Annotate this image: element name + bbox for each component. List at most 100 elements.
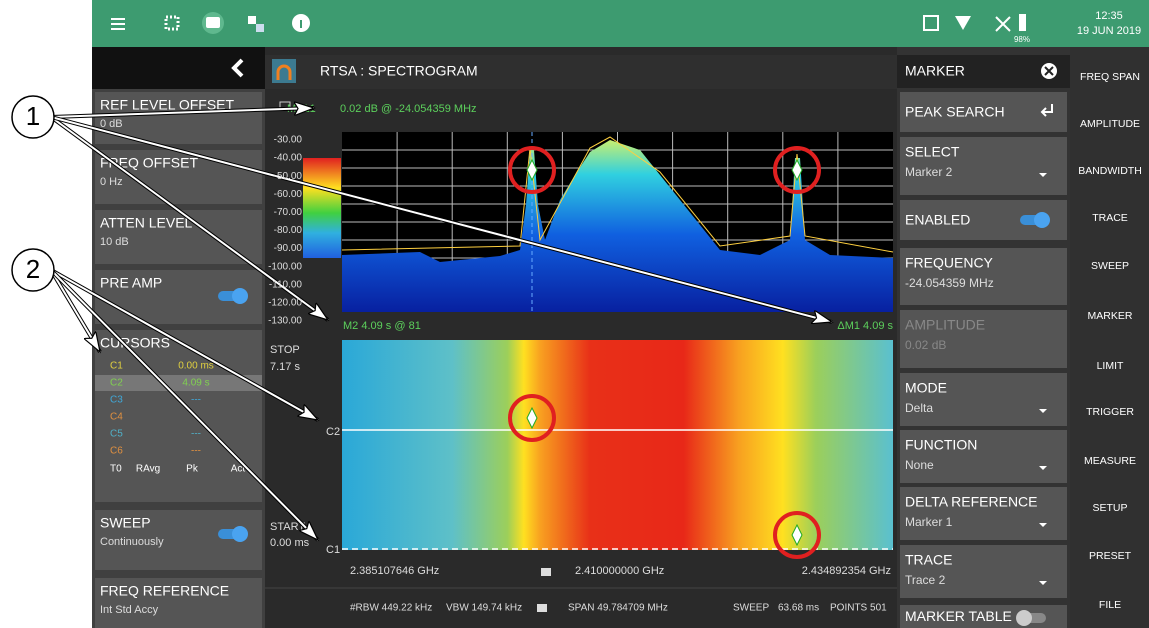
cursors-panel xyxy=(95,330,262,502)
cursor-name: C6 xyxy=(110,446,123,457)
marker-button-label: MARKER TABLE xyxy=(905,608,1012,624)
toggle-knob xyxy=(1016,610,1032,626)
vbw: VBW 149.74 kHz xyxy=(446,603,522,614)
stop-label: STOP xyxy=(270,344,300,356)
callout-arrow xyxy=(50,269,100,352)
span: SPAN 49.784709 MHz xyxy=(568,603,668,614)
marker-button[interactable] xyxy=(900,430,1067,483)
menu-item[interactable]: FILE xyxy=(1099,599,1121,611)
marker-diamond xyxy=(526,158,538,182)
marker-button-label: ENABLED xyxy=(905,212,970,228)
callout-arrow xyxy=(50,116,328,320)
stop-frequency: 2.434892354 GHz xyxy=(802,565,891,577)
panel-button[interactable] xyxy=(95,210,262,264)
start-frequency: 2.385107646 GHz xyxy=(350,565,439,577)
start-value: 0.00 ms xyxy=(270,537,310,549)
panel-button[interactable] xyxy=(95,510,262,570)
cursor-label: C1 xyxy=(326,544,340,556)
marker-highlight xyxy=(773,511,821,559)
button-value: Continuously xyxy=(100,536,164,548)
menu-item[interactable]: AMPLITUDE xyxy=(1080,118,1140,130)
button-label: SWEEP xyxy=(100,515,151,531)
marker-button[interactable] xyxy=(900,310,1067,368)
callout-number: 1 xyxy=(26,101,40,131)
cursor-name: C1 xyxy=(110,361,123,372)
marker-highlight xyxy=(508,394,556,442)
menu-item[interactable]: MARKER xyxy=(1088,310,1133,322)
spectrum-trace xyxy=(342,140,893,312)
button-label: PRE AMP xyxy=(100,275,162,291)
cursor-value: 4.09 s xyxy=(182,378,209,389)
button-label: ATTEN LEVEL xyxy=(100,215,193,231)
cursor-column: T0 xyxy=(110,464,122,475)
y-axis-label: -40.00 xyxy=(274,153,303,164)
cursor-value: --- xyxy=(191,395,201,406)
dropdown-arrow xyxy=(1039,173,1047,177)
cursor-name: C4 xyxy=(110,412,123,423)
y-axis-label: -100.00 xyxy=(268,261,302,272)
button-label: REF LEVEL OFFSET xyxy=(100,97,235,113)
marker-button[interactable] xyxy=(900,137,1067,195)
marker-button[interactable] xyxy=(900,545,1067,598)
cursor-label: C2 xyxy=(326,426,340,438)
marker-button-value: Marker 2 xyxy=(905,165,953,179)
marker-button-label: MODE xyxy=(905,380,947,396)
button-label: FREQ REFERENCE xyxy=(100,583,229,599)
marker-button-label: PEAK SEARCH xyxy=(905,104,1005,120)
marker-readout-value: 0.02 dB @ -24.054359 MHz xyxy=(340,103,477,115)
menu-item[interactable]: BANDWIDTH xyxy=(1078,165,1142,177)
menu-item[interactable]: PRESET xyxy=(1089,550,1132,562)
cursor-value: --- xyxy=(191,446,201,457)
side-menu xyxy=(1070,47,1149,628)
toggle-knob xyxy=(232,288,248,304)
color-scale xyxy=(303,158,341,258)
menu-item[interactable]: SWEEP xyxy=(1091,260,1129,272)
battery-level: 98% xyxy=(1014,35,1030,44)
marker-button-value: Delta xyxy=(905,401,933,415)
trace-readout-right: ΔM1 4.09 s xyxy=(837,320,893,332)
lock-icon xyxy=(537,604,547,612)
collapse-button[interactable] xyxy=(231,58,244,78)
y-axis-label: -90.00 xyxy=(274,243,303,254)
left-panel-header xyxy=(92,47,265,89)
button-label: FREQ OFFSET xyxy=(100,155,198,171)
marker-button[interactable] xyxy=(900,373,1067,426)
status-bar xyxy=(92,0,1149,47)
menu-item[interactable]: TRIGGER xyxy=(1086,406,1134,418)
marker-diamond xyxy=(791,158,803,182)
y-axis-label: -110.00 xyxy=(269,279,303,290)
center-frequency: 2.410000000 GHz xyxy=(575,565,664,577)
clock: 12:35 xyxy=(1095,10,1123,22)
cursor-name: C5 xyxy=(110,429,123,440)
cursor-name: C3 xyxy=(110,395,123,406)
app-icon[interactable] xyxy=(272,59,296,83)
y-axis-label: -30.00 xyxy=(274,135,303,146)
button-value: 0 dB xyxy=(100,118,123,130)
panel-button[interactable] xyxy=(95,150,262,204)
marker-button-label: DELTA REFERENCE xyxy=(905,494,1038,510)
menu-item[interactable]: SETUP xyxy=(1092,502,1127,514)
panel-button[interactable] xyxy=(95,578,262,628)
cursor-column: Act xyxy=(231,464,246,475)
marker-button[interactable] xyxy=(900,248,1067,305)
callout-number: 2 xyxy=(26,254,40,284)
cursor-name: C2 xyxy=(110,378,123,389)
callout-arrow xyxy=(50,269,318,420)
marker-button[interactable] xyxy=(900,92,1067,132)
callout-arrow xyxy=(50,269,318,540)
button-value: 0 Hz xyxy=(100,176,123,188)
menu-item[interactable]: MEASURE xyxy=(1084,455,1136,467)
y-axis-label: -70.00 xyxy=(274,207,303,218)
y-axis-label: -130.00 xyxy=(268,316,302,327)
cursor-value: --- xyxy=(191,429,201,440)
callout-circle xyxy=(11,95,55,139)
marker-button[interactable] xyxy=(900,487,1067,540)
y-axis-label: -120.00 xyxy=(268,298,302,309)
menu-item[interactable]: TRACE xyxy=(1092,212,1128,224)
marker-button-label: FREQUENCY xyxy=(905,255,994,271)
cursor-column: Pk xyxy=(186,464,199,475)
menu-item[interactable]: LIMIT xyxy=(1097,360,1124,372)
cursor-value: 0.00 ms xyxy=(178,361,214,372)
menu-item[interactable]: FREQ SPAN xyxy=(1080,71,1140,83)
